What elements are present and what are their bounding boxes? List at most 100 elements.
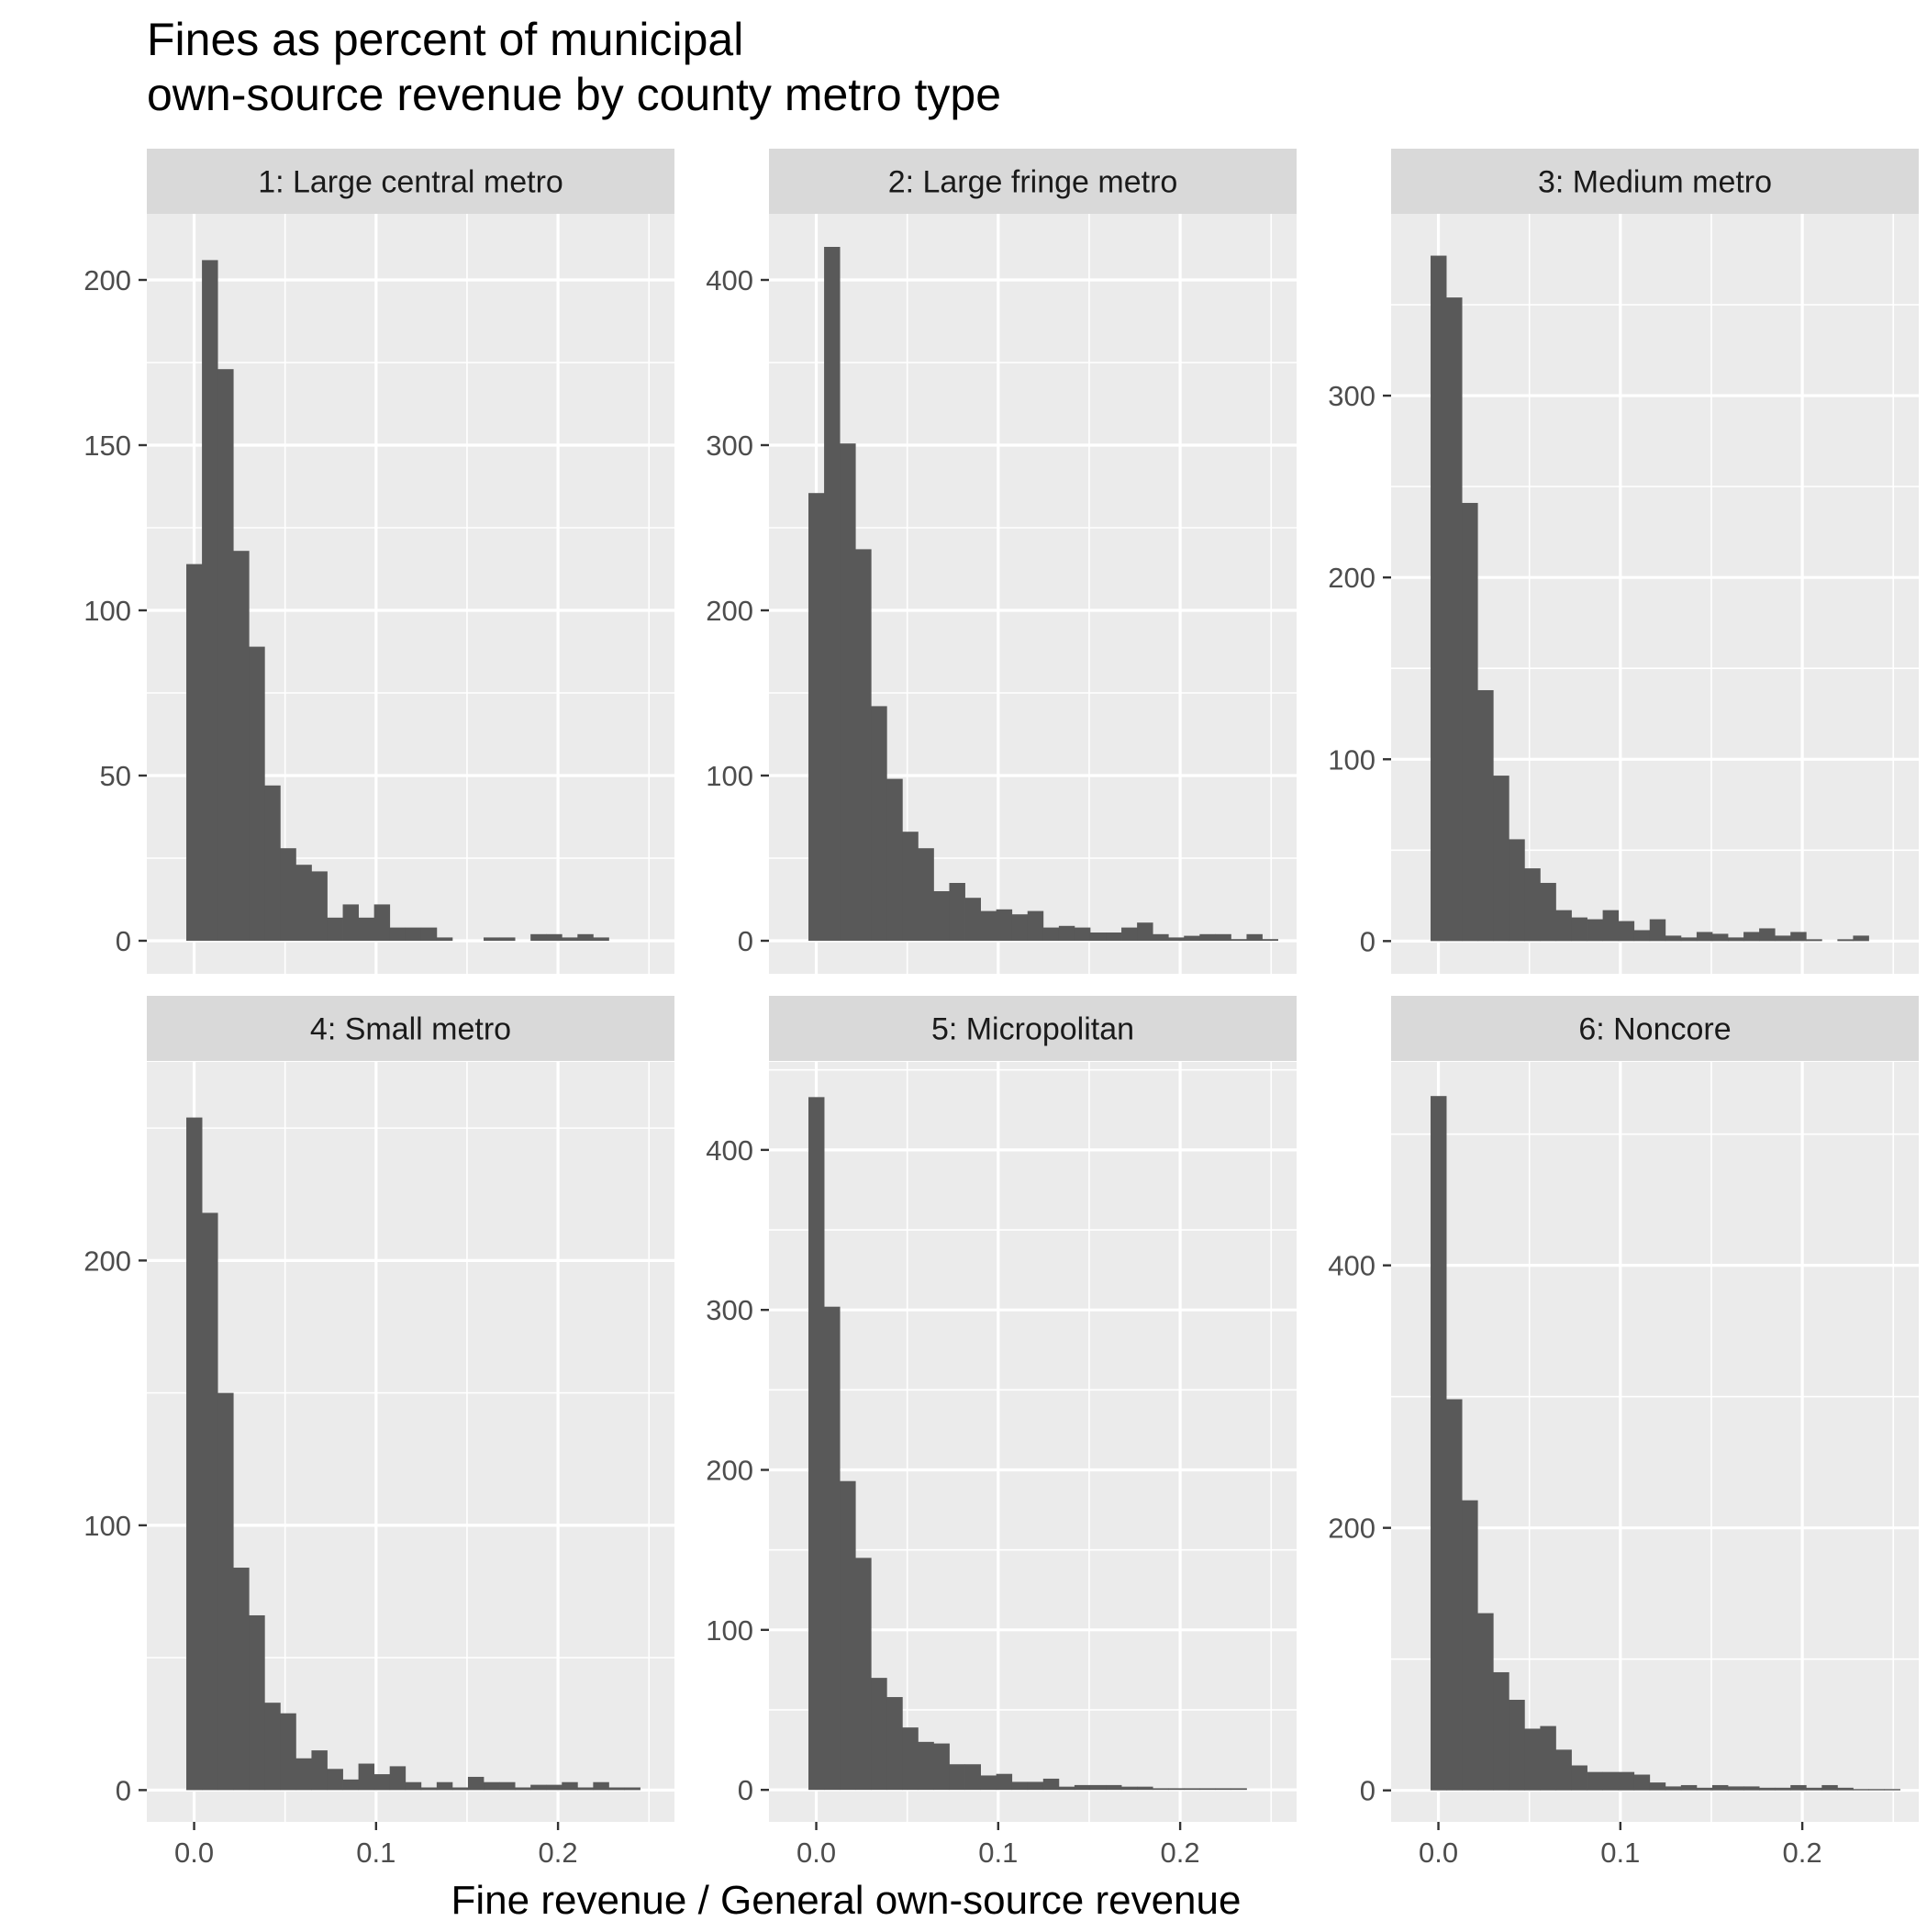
histogram-bar <box>1555 910 1572 942</box>
histogram-bar <box>249 646 265 941</box>
histogram-bar <box>295 865 312 941</box>
histogram-bar <box>1853 935 1869 942</box>
histogram-bar <box>808 493 825 941</box>
y-tick-label: 100 <box>706 760 753 792</box>
histogram-bar <box>420 1787 438 1791</box>
histogram-bar <box>202 260 218 941</box>
y-tick-label: 50 <box>100 760 131 792</box>
histogram-bar <box>1540 882 1556 942</box>
histogram-bar <box>1696 932 1713 942</box>
y-tick-label: 200 <box>84 1245 131 1277</box>
histogram-bar <box>949 1764 965 1791</box>
histogram-bar <box>1821 1784 1838 1791</box>
facet-strip-label: 4: Small metro <box>310 1012 511 1047</box>
histogram-bar <box>1587 1771 1603 1791</box>
histogram-bar <box>933 891 950 941</box>
histogram-bar <box>964 1764 981 1791</box>
histogram-bar <box>577 933 594 941</box>
x-tick-label: 0.2 <box>1783 1837 1822 1869</box>
histogram-bar <box>530 1784 547 1791</box>
histogram-bar <box>1806 1787 1822 1791</box>
histogram-bar <box>530 933 547 941</box>
y-tick-label: 200 <box>706 1455 753 1487</box>
facet-panel-3: 3: Medium metro 0 100 200 300 <box>1328 149 1919 974</box>
histogram-bar <box>1853 1789 1869 1791</box>
histogram-bar <box>1215 933 1231 941</box>
y-tick-label: 100 <box>706 1614 753 1647</box>
histogram-bar <box>1790 932 1807 942</box>
histogram-bar <box>808 1097 825 1791</box>
x-tick-label: 0.1 <box>356 1837 395 1869</box>
facet-strip-label: 3: Medium metro <box>1538 165 1772 200</box>
histogram-bar <box>546 1784 563 1791</box>
x-tick-label: 0.0 <box>174 1837 214 1869</box>
histogram-bar <box>1728 937 1744 942</box>
y-tick-label: 200 <box>706 595 753 627</box>
histogram-bar <box>1262 939 1278 941</box>
histogram-bar <box>1602 910 1620 942</box>
histogram-bar <box>515 1787 531 1791</box>
histogram-bar <box>1199 1788 1216 1791</box>
histogram-bar <box>902 1727 919 1791</box>
histogram-bar <box>1837 939 1854 942</box>
facet-strip <box>1391 149 1919 214</box>
histogram-bar <box>186 564 203 941</box>
histogram-bar <box>436 1781 453 1791</box>
y-tick-label: 0 <box>116 1774 131 1806</box>
histogram-bar <box>980 910 997 941</box>
histogram-bar <box>1153 1788 1169 1791</box>
y-tick-label: 0 <box>1360 1775 1376 1807</box>
histogram-bar <box>1868 1789 1885 1791</box>
histogram-bar <box>562 1781 578 1791</box>
histogram-bar <box>249 1614 265 1791</box>
histogram-bar <box>1027 910 1044 941</box>
facet-strip <box>1391 996 1919 1061</box>
y-tick-label: 300 <box>1328 380 1376 412</box>
histogram-bar <box>233 551 250 941</box>
chart-title-line-2: own-source revenue by county metro type <box>147 69 1001 120</box>
facet-panel-5: 5: Micropolitan 0 100 200 300 400 0.0 0.1 0.2 <box>706 996 1297 1869</box>
histogram-bar <box>202 1212 218 1791</box>
y-tick-label: 0 <box>738 1774 753 1806</box>
histogram-bar <box>824 1306 841 1791</box>
y-tick-label: 400 <box>706 1134 753 1167</box>
histogram-bar <box>295 1758 312 1791</box>
histogram-bar <box>577 1787 594 1791</box>
histogram-bar <box>902 832 919 941</box>
x-tick-label: 0.1 <box>1600 1837 1640 1869</box>
histogram-bar <box>949 883 965 941</box>
histogram-bar <box>1602 1771 1620 1791</box>
histogram-bar <box>933 1743 950 1791</box>
histogram-bar <box>280 848 296 941</box>
histogram-bar <box>624 1787 640 1791</box>
histogram-bar <box>327 917 343 941</box>
histogram-bar <box>1137 1786 1153 1791</box>
histogram-bar <box>824 247 841 941</box>
facet-strip <box>147 149 674 214</box>
histogram-bar <box>389 927 407 941</box>
histogram-bar <box>264 1703 281 1791</box>
y-tick-label: 300 <box>706 430 753 462</box>
histogram-bar <box>1431 255 1447 942</box>
histogram-bar <box>1680 937 1698 942</box>
y-tick-label: 100 <box>84 595 131 627</box>
x-tick-label: 0.0 <box>1419 1837 1458 1869</box>
histogram-bar <box>1168 937 1185 941</box>
histogram-bar <box>373 904 391 941</box>
histogram-bar <box>1618 1771 1635 1791</box>
histogram-bar <box>855 549 872 941</box>
histogram-bar <box>1184 935 1200 941</box>
histogram-bar <box>1759 1787 1776 1791</box>
histogram-bar <box>1743 932 1760 942</box>
histogram-bar <box>1711 1784 1729 1791</box>
y-tick-label: 400 <box>706 264 753 296</box>
histogram-bar <box>436 937 453 941</box>
histogram-bar <box>1665 935 1682 942</box>
histogram-bar <box>1106 932 1122 941</box>
facet-panel-2: 2: Large fringe metro 0 100 200 300 400 <box>706 149 1297 974</box>
facet-strip <box>769 996 1297 1061</box>
histogram-bar <box>562 937 578 941</box>
facet-strip <box>147 996 674 1061</box>
